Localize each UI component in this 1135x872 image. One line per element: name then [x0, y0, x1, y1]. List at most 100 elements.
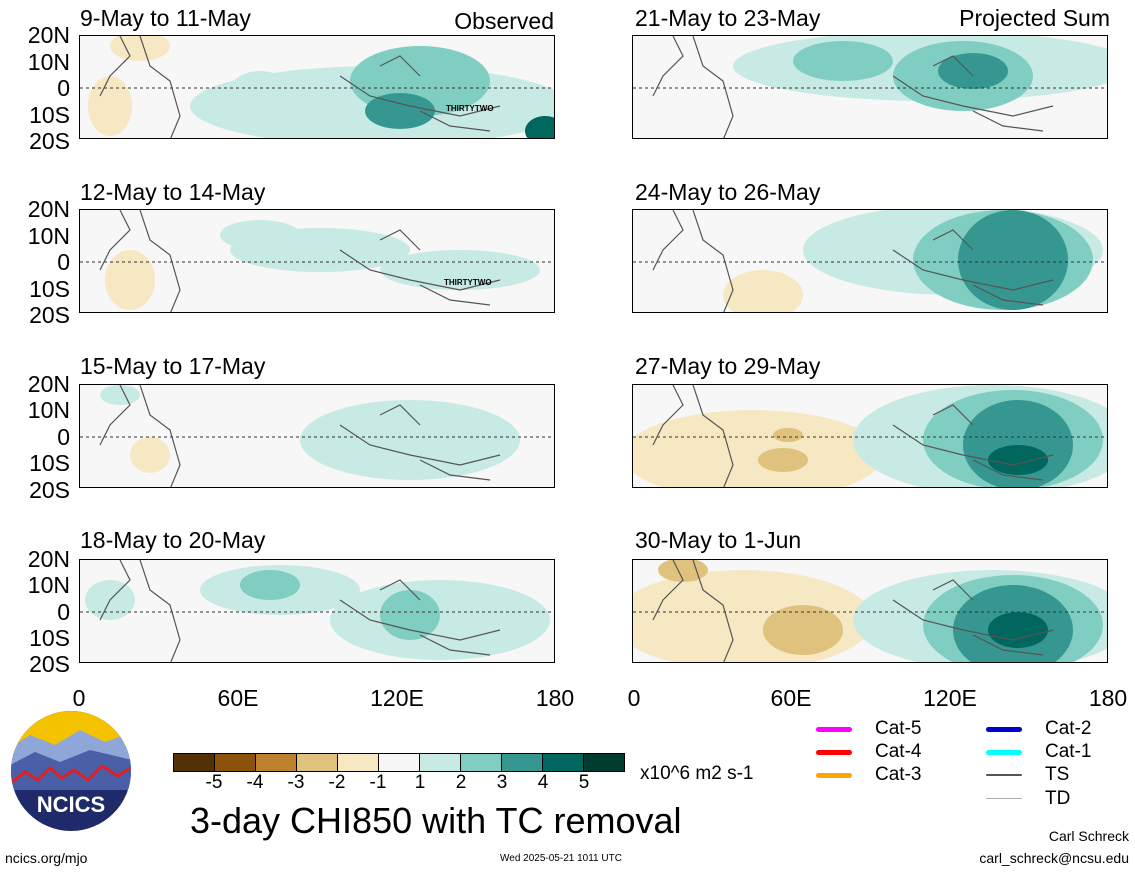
legend-swatch-td [986, 798, 1022, 799]
colorbar-swatch [297, 754, 338, 771]
colorbar-tick: -2 [328, 772, 346, 793]
lat-tick-label: 10N [27, 223, 70, 249]
legend-label: Cat-4 [875, 741, 922, 762]
lat-tick-label: 10S [29, 102, 70, 128]
map-panel [632, 35, 1108, 139]
colorbar-swatch [461, 754, 502, 771]
legend-label: Cat-2 [1045, 718, 1092, 739]
panel-title: 15-May to 17-May [80, 353, 266, 379]
colorbar-tick: -1 [369, 772, 387, 793]
lat-tick-label: 10N [27, 49, 70, 75]
anomaly-map [633, 560, 1107, 662]
logo-text: NCICS [37, 792, 105, 817]
panel-title: 9-May to 11-May [80, 5, 251, 31]
colorbar [173, 753, 625, 772]
colorbar-swatch [502, 754, 543, 771]
colorbar-unit: x10^6 m2 s-1 [640, 763, 754, 784]
map-panel: THIRTYTWO [79, 209, 555, 313]
colorbar-swatch [584, 754, 624, 771]
colorbar-tick: -5 [205, 772, 223, 793]
panel-title: 21-May to 23-May [635, 5, 821, 31]
panel-title: 12-May to 14-May [80, 179, 266, 205]
lat-tick-label: 20S [29, 651, 70, 677]
legend-swatch-cat3 [816, 773, 852, 778]
anomaly-map [633, 210, 1107, 312]
lat-tick-label: 0 [57, 249, 70, 275]
lat-tick-label: 10S [29, 276, 70, 302]
lat-tick-label: 0 [57, 424, 70, 450]
author-name: Carl Schreck [1048, 828, 1129, 844]
lat-tick-label: 10S [29, 625, 70, 651]
lat-tick-label: 20N [27, 22, 70, 48]
legend-swatch-cat1 [986, 750, 1022, 755]
colorbar-swatch [215, 754, 256, 771]
lat-tick-label: 20S [29, 302, 70, 328]
legend-swatch-cat5 [816, 727, 852, 732]
lon-tick-label: 180 [535, 685, 575, 711]
colorbar-swatch [338, 754, 379, 771]
legend-label: TD [1045, 788, 1071, 809]
legend-label: Cat-5 [875, 718, 922, 739]
panel-title: 24-May to 26-May [635, 179, 821, 205]
lat-tick-label: 20N [27, 371, 70, 397]
lat-tick-label: 0 [57, 75, 70, 101]
anomaly-map [633, 385, 1107, 487]
panel-title: 18-May to 20-May [80, 527, 266, 553]
colorbar-tick: 4 [537, 772, 549, 793]
legend-swatch-cat4 [816, 750, 852, 755]
map-panel [79, 559, 555, 663]
colorbar-swatch [174, 754, 215, 771]
footer-url: ncics.org/mjo [5, 850, 88, 866]
tc-label: THIRTYTWO [444, 278, 492, 287]
lat-tick-label: 20N [27, 196, 70, 222]
lon-tick-label: 0 [627, 685, 641, 711]
legend-label: Cat-1 [1045, 741, 1092, 762]
tc-label: THIRTYTWO [446, 104, 494, 113]
anomaly-map [80, 560, 554, 662]
lat-tick-label: 20S [29, 477, 70, 503]
footer-timestamp: Wed 2025-05-21 1011 UTC [500, 853, 622, 864]
projected-sum-label: Projected Sum [959, 5, 1110, 31]
ncics-logo-icon: NCICS [11, 711, 131, 831]
anomaly-map: THIRTYTWO [80, 210, 554, 312]
anomaly-map [633, 36, 1107, 138]
map-panel [632, 209, 1108, 313]
lat-tick-label: 20S [29, 128, 70, 154]
colorbar-tick: 3 [496, 772, 508, 793]
colorbar-tick: 5 [578, 772, 590, 793]
colorbar-swatch [543, 754, 584, 771]
lon-tick-label: 120E [370, 685, 424, 711]
legend-swatch-ts [986, 774, 1022, 776]
lon-tick-label: 60E [770, 685, 812, 711]
lat-tick-label: 10N [27, 572, 70, 598]
legend-label: TS [1045, 764, 1070, 785]
panel-title: 30-May to 1-Jun [635, 527, 802, 553]
colorbar-tick: 2 [455, 772, 467, 793]
main-title: 3-day CHI850 with TC removal [190, 800, 682, 841]
anomaly-map: THIRTYTWO [80, 36, 554, 138]
map-panel [79, 384, 555, 488]
author-email: carl_schreck@ncsu.edu [979, 850, 1129, 866]
lat-tick-label: 10N [27, 397, 70, 423]
lat-tick-label: 20N [27, 546, 70, 572]
map-panel: THIRTYTWO [79, 35, 555, 139]
lon-tick-label: 180 [1088, 685, 1128, 711]
colorbar-tick: -3 [287, 772, 305, 793]
colorbar-tick: 1 [414, 772, 426, 793]
colorbar-swatch [256, 754, 297, 771]
lat-tick-label: 10S [29, 450, 70, 476]
lon-tick-label: 120E [923, 685, 977, 711]
ncics-logo: NCICS [10, 710, 132, 832]
map-panel [632, 384, 1108, 488]
colorbar-swatch [420, 754, 461, 771]
lat-tick-label: 0 [57, 599, 70, 625]
anomaly-map [80, 385, 554, 487]
lon-tick-label: 60E [217, 685, 259, 711]
colorbar-tick: -4 [246, 772, 264, 793]
legend-swatch-cat2 [986, 727, 1022, 732]
lon-tick-label: 0 [72, 685, 86, 711]
observed-label: Observed [454, 8, 554, 34]
map-panel [632, 559, 1108, 663]
colorbar-swatch [379, 754, 420, 771]
legend-label: Cat-3 [875, 764, 922, 785]
